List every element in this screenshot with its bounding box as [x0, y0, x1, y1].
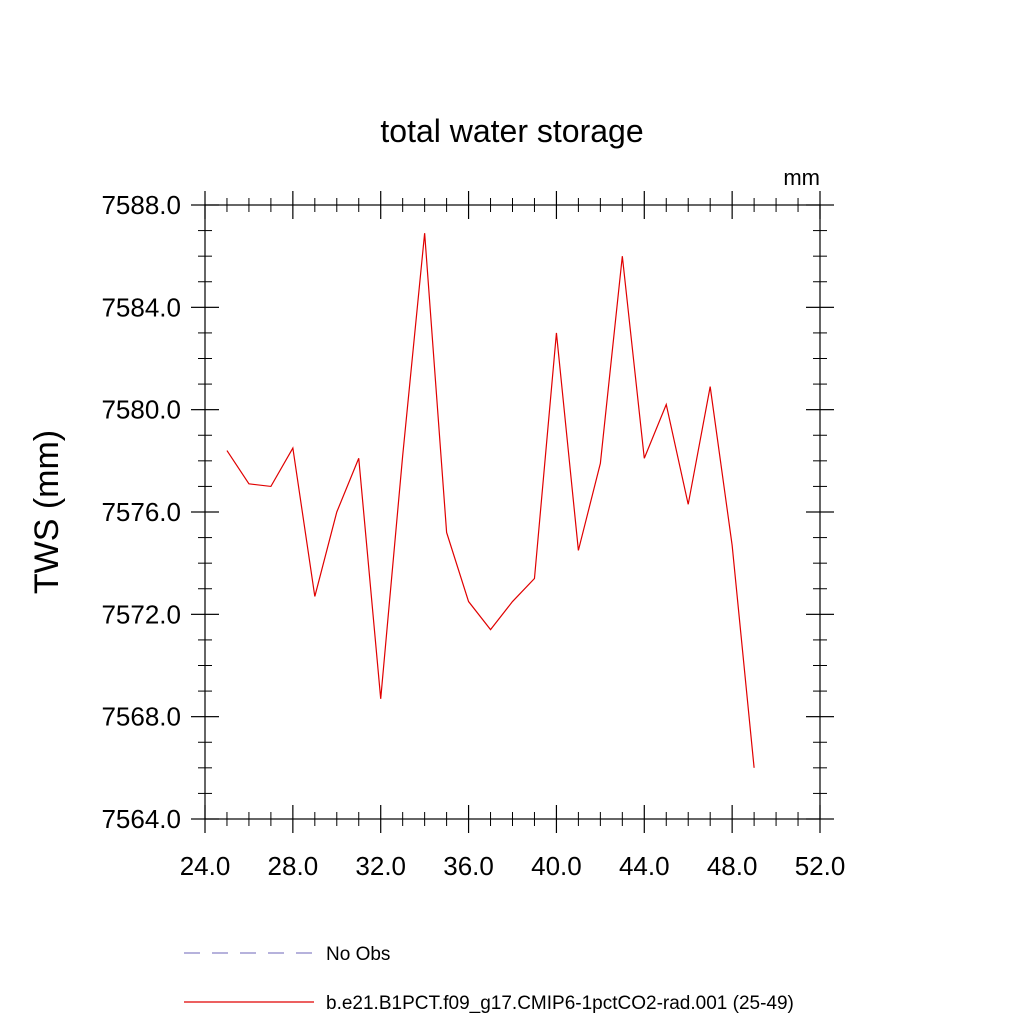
y-axis-label: TWS (mm): [28, 430, 66, 594]
y-tick-label: 7572.0: [101, 599, 181, 629]
axis-ticks: [191, 191, 834, 833]
axis-tick-labels: 24.0 28.0 32.0 36.0 40.0 44.0 48.0 52.0 7564.0 75…: [101, 190, 845, 881]
units-label: mm: [783, 165, 820, 190]
series-line-1: [226, 233, 755, 768]
x-tick-label: 28.0: [268, 851, 319, 881]
x-tick-label: 24.0: [180, 851, 231, 881]
x-tick-label: 44.0: [619, 851, 670, 881]
y-tick-label: 7584.0: [101, 292, 181, 322]
legend-label-1: b.e21.B1PCT.f09_g17.CMIP6-1pctCO2-rad.00…: [326, 993, 794, 1014]
chart-title: total water storage: [380, 113, 643, 149]
x-tick-label: 48.0: [707, 851, 758, 881]
x-tick-label: 40.0: [531, 851, 582, 881]
series-layer: [226, 233, 755, 768]
y-tick-label: 7568.0: [101, 702, 181, 732]
y-tick-label: 7588.0: [101, 190, 181, 220]
x-tick-label: 32.0: [355, 851, 406, 881]
y-tick-label: 7576.0: [101, 497, 181, 527]
legend: No Obs b.e21.B1PCT.f09_g17.CMIP6-1pctCO2-…: [184, 944, 794, 1014]
legend-label-0: No Obs: [326, 944, 390, 965]
y-tick-label: 7564.0: [101, 804, 181, 834]
x-tick-label: 52.0: [795, 851, 846, 881]
y-tick-label: 7580.0: [101, 395, 181, 425]
x-tick-label: 36.0: [443, 851, 494, 881]
